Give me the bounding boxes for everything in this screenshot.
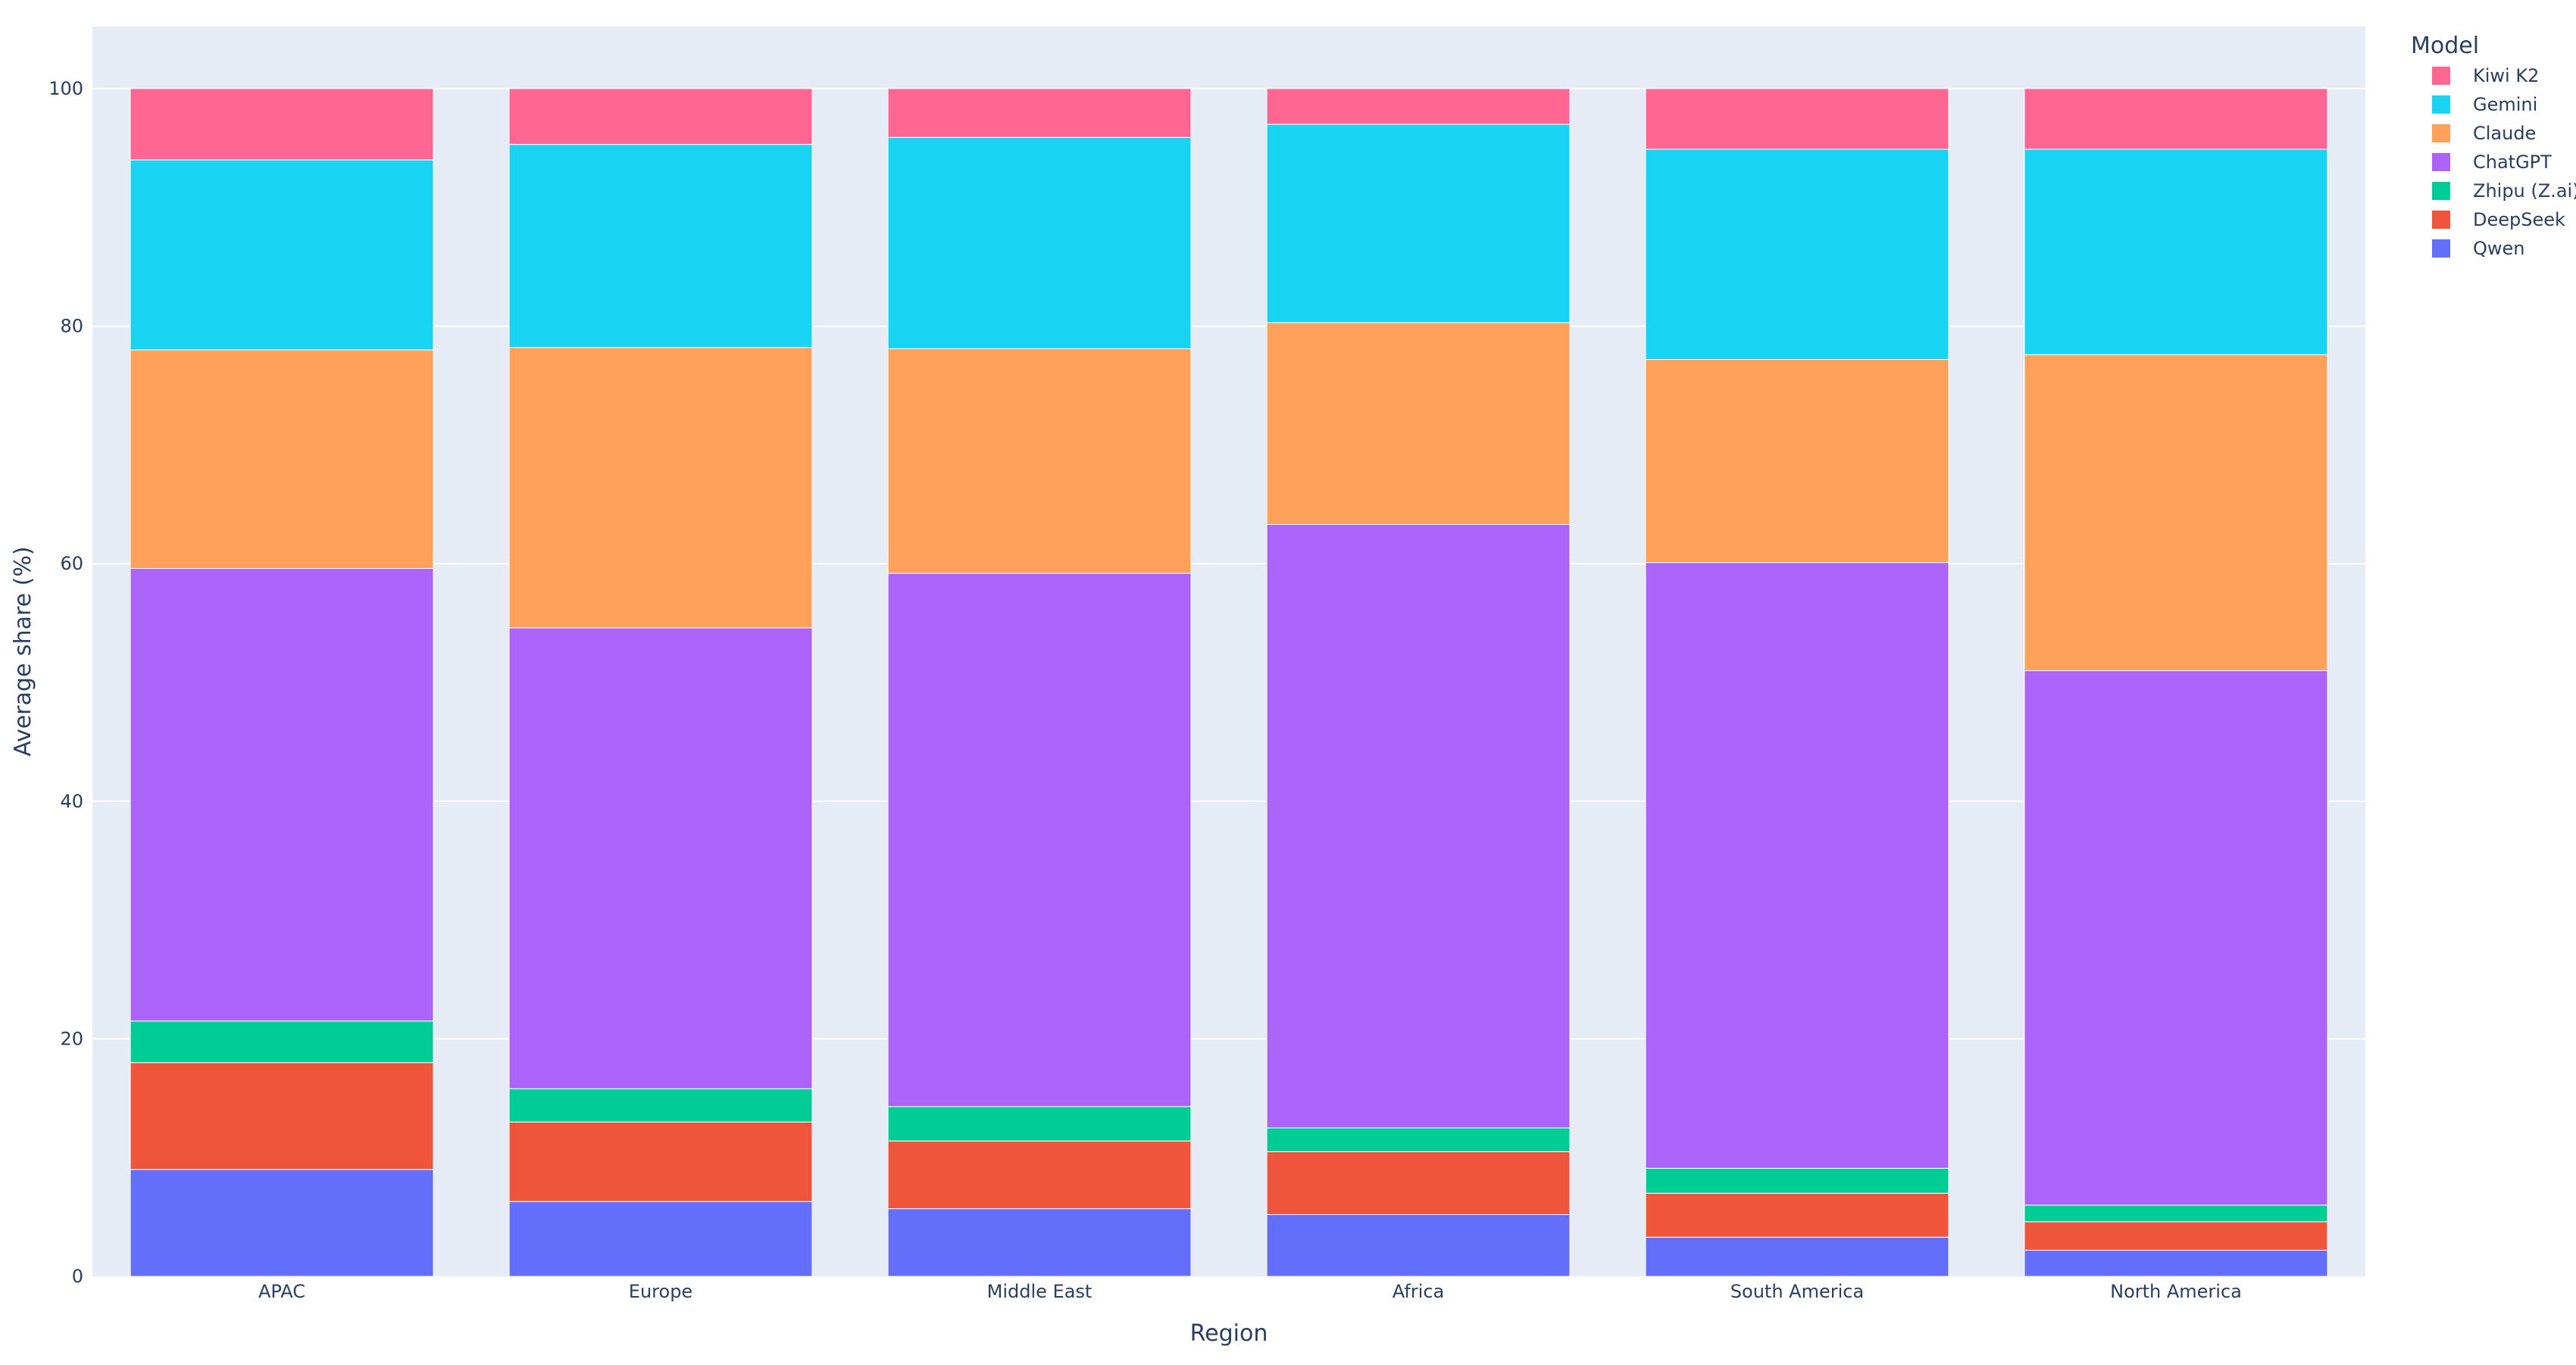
bar-gemini-north-america[interactable] bbox=[2024, 148, 2328, 355]
bar-chatgpt-north-america[interactable] bbox=[2024, 670, 2328, 1206]
legend-item-gemini[interactable]: Gemini bbox=[2432, 94, 2537, 115]
legend[interactable]: Model Kiwi K2 Gemini Claude ChatGPT Zhipu (Z… bbox=[2411, 33, 2576, 259]
legend-item-kiwi-k2[interactable]: Kiwi K2 bbox=[2432, 65, 2539, 86]
legend-swatch bbox=[2432, 124, 2450, 142]
bar-qwen-africa[interactable] bbox=[1266, 1214, 1571, 1277]
legend-label: Qwen bbox=[2473, 238, 2525, 259]
bar-claude-apac[interactable] bbox=[130, 349, 434, 569]
bar-deepseek-africa[interactable] bbox=[1266, 1151, 1571, 1215]
legend-item-chatgpt[interactable]: ChatGPT bbox=[2432, 151, 2552, 173]
bar-kiwi-k2-middle-east[interactable] bbox=[887, 88, 1192, 138]
y-tick-label: 80 bbox=[60, 316, 83, 337]
bar-gemini-africa[interactable] bbox=[1266, 123, 1571, 323]
bar-deepseek-apac[interactable] bbox=[130, 1062, 434, 1170]
bar-chatgpt-south-america[interactable] bbox=[1645, 562, 1949, 1169]
bar-zhipu-z-ai--middle-east[interactable] bbox=[887, 1106, 1192, 1142]
bar-claude-middle-east[interactable] bbox=[887, 348, 1192, 574]
legend-item-zhipu-z-ai-[interactable]: Zhipu (Z.ai) bbox=[2432, 180, 2576, 201]
legend-swatch bbox=[2432, 67, 2450, 85]
bar-qwen-middle-east[interactable] bbox=[887, 1208, 1192, 1277]
legend-label: Zhipu (Z.ai) bbox=[2473, 180, 2576, 201]
bar-deepseek-south-america[interactable] bbox=[1645, 1192, 1949, 1238]
x-tick-labels: APAC Europe Middle East Africa South America… bbox=[258, 1281, 2242, 1302]
y-tick-label: 100 bbox=[48, 78, 83, 99]
bar-kiwi-k2-europe[interactable] bbox=[508, 88, 813, 145]
bar-chatgpt-middle-east[interactable] bbox=[887, 573, 1192, 1107]
legend-item-deepseek[interactable]: DeepSeek bbox=[2432, 209, 2565, 230]
bar-qwen-north-america[interactable] bbox=[2024, 1250, 2328, 1277]
legend-swatch bbox=[2432, 211, 2450, 229]
y-tick-labels: 0 20 40 60 80 100 bbox=[48, 78, 83, 1287]
grid-lines bbox=[92, 88, 2365, 1040]
bar-kiwi-k2-south-america[interactable] bbox=[1645, 88, 1949, 150]
bar-gemini-apac[interactable] bbox=[130, 159, 434, 351]
bar-chatgpt-africa[interactable] bbox=[1266, 523, 1571, 1129]
x-tick-label: South America bbox=[1730, 1281, 1864, 1302]
legend-title: Model bbox=[2411, 33, 2479, 59]
bar-zhipu-z-ai--south-america[interactable] bbox=[1645, 1167, 1949, 1194]
bar-gemini-europe[interactable] bbox=[508, 144, 813, 348]
bar-qwen-apac[interactable] bbox=[130, 1169, 434, 1277]
x-tick-label: Middle East bbox=[987, 1281, 1093, 1302]
x-tick-label: North America bbox=[2110, 1281, 2242, 1302]
bar-kiwi-k2-north-america[interactable] bbox=[2024, 88, 2328, 150]
bar-claude-south-america[interactable] bbox=[1645, 359, 1949, 564]
bar-kiwi-k2-apac[interactable] bbox=[130, 88, 434, 161]
legend-item-qwen[interactable]: Qwen bbox=[2432, 238, 2525, 259]
legend-label: Gemini bbox=[2473, 94, 2537, 115]
y-tick-label: 40 bbox=[60, 791, 83, 812]
bars bbox=[130, 88, 2328, 1277]
y-tick-label: 0 bbox=[72, 1266, 83, 1287]
x-tick-label: Africa bbox=[1393, 1281, 1444, 1302]
x-axis-title: Region bbox=[1190, 1320, 1268, 1347]
bar-claude-africa[interactable] bbox=[1266, 322, 1571, 525]
bar-gemini-middle-east[interactable] bbox=[887, 136, 1192, 349]
bar-claude-europe[interactable] bbox=[508, 347, 813, 629]
bar-deepseek-middle-east[interactable] bbox=[887, 1140, 1192, 1210]
bar-deepseek-europe[interactable] bbox=[508, 1121, 813, 1202]
bar-chatgpt-europe[interactable] bbox=[508, 627, 813, 1089]
legend-swatch bbox=[2432, 95, 2450, 114]
y-tick-label: 60 bbox=[60, 553, 83, 574]
bar-claude-north-america[interactable] bbox=[2024, 354, 2328, 671]
y-tick-label: 20 bbox=[60, 1028, 83, 1049]
bar-zhipu-z-ai--apac[interactable] bbox=[130, 1020, 434, 1064]
legend-label: Kiwi K2 bbox=[2473, 65, 2539, 86]
bar-zhipu-z-ai--europe[interactable] bbox=[508, 1088, 813, 1123]
bar-chatgpt-apac[interactable] bbox=[130, 567, 434, 1022]
legend-swatch bbox=[2432, 153, 2450, 171]
bar-kiwi-k2-africa[interactable] bbox=[1266, 88, 1571, 125]
y-axis-title: Average share (%) bbox=[10, 546, 36, 756]
bar-zhipu-z-ai--north-america[interactable] bbox=[2024, 1204, 2328, 1223]
bar-deepseek-north-america[interactable] bbox=[2024, 1221, 2328, 1251]
bar-qwen-europe[interactable] bbox=[508, 1201, 813, 1277]
bar-qwen-south-america[interactable] bbox=[1645, 1236, 1949, 1277]
legend-item-claude[interactable]: Claude bbox=[2432, 123, 2536, 144]
legend-label: ChatGPT bbox=[2473, 151, 2552, 173]
legend-label: Claude bbox=[2473, 123, 2536, 144]
bar-gemini-south-america[interactable] bbox=[1645, 148, 1949, 361]
bar-zhipu-z-ai--africa[interactable] bbox=[1266, 1127, 1571, 1152]
legend-swatch bbox=[2432, 182, 2450, 200]
legend-swatch bbox=[2432, 239, 2450, 258]
x-tick-label: APAC bbox=[258, 1281, 305, 1302]
x-tick-label: Europe bbox=[629, 1281, 692, 1302]
legend-label: DeepSeek bbox=[2473, 209, 2565, 230]
plot-background bbox=[92, 27, 2365, 1276]
